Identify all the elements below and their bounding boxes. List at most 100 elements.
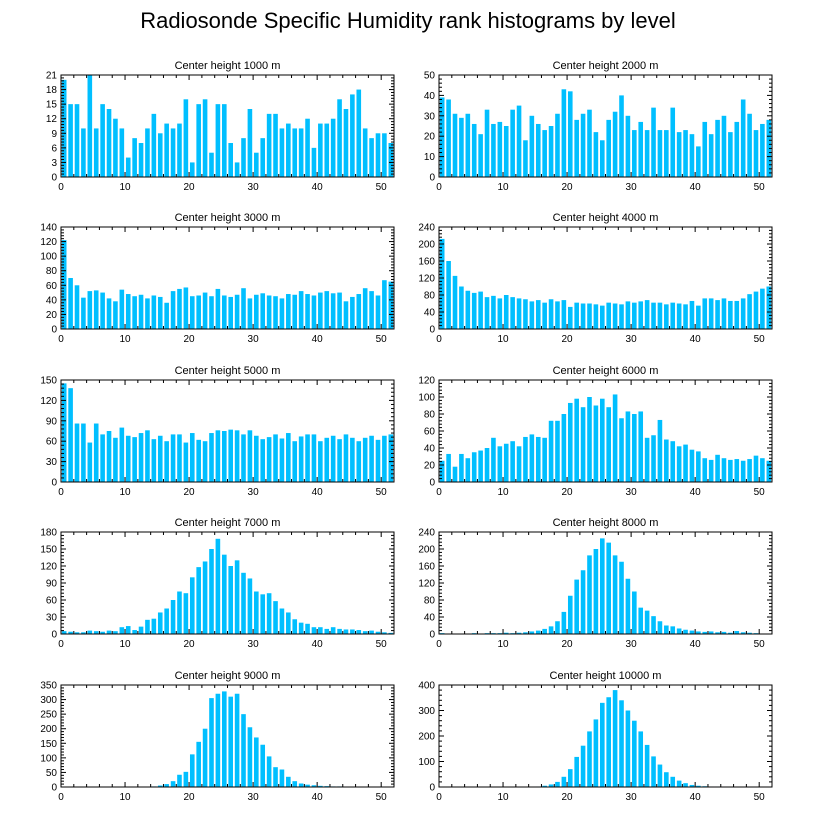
x-tick-label: 50 [754, 487, 766, 498]
y-tick-label: 200 [418, 545, 435, 556]
x-tick-label: 10 [497, 334, 509, 345]
histogram-bar [529, 301, 535, 330]
histogram-bar [523, 436, 528, 482]
histogram-bar [119, 128, 125, 177]
x-tick-label: 0 [58, 792, 64, 803]
histogram-bar [324, 437, 330, 482]
y-tick-label: 160 [418, 562, 435, 573]
histogram-bar [209, 433, 214, 482]
histogram-bar [189, 577, 195, 634]
histogram-bar [753, 130, 759, 177]
histogram-bar [567, 306, 573, 329]
histogram-bar [189, 433, 195, 482]
x-tick-label: 0 [436, 792, 442, 803]
x-tick-label: 50 [754, 334, 766, 345]
histogram-bar [61, 240, 67, 329]
y-tick-label: 100 [40, 753, 57, 764]
histogram-bar [766, 460, 772, 482]
histogram-bar [478, 291, 483, 329]
histogram-bar [273, 601, 278, 634]
histogram-bar [234, 162, 240, 177]
y-tick-label: 0 [429, 325, 435, 336]
histogram-bar [100, 104, 105, 177]
histogram-bar [689, 134, 695, 177]
histogram-bar [119, 627, 125, 634]
histogram-bar [606, 697, 611, 787]
histogram-bar [593, 405, 599, 482]
histogram-bar [273, 113, 278, 177]
histogram-bar [74, 285, 80, 329]
x-tick-label: 20 [562, 182, 574, 193]
histogram-bar [676, 446, 682, 482]
histogram-bar [600, 305, 605, 330]
histogram-bar [164, 784, 169, 787]
histogram-bar [696, 785, 701, 787]
y-tick-label: 200 [418, 240, 435, 251]
histogram-bar [68, 388, 73, 482]
histogram-bar [708, 631, 714, 634]
histogram-bar [715, 454, 720, 482]
histogram-bar [350, 629, 355, 634]
histogram-bar [286, 433, 291, 482]
histogram-bar [535, 436, 541, 482]
histogram-bar [542, 130, 547, 177]
histogram-bar [760, 458, 765, 482]
histogram-bar [516, 632, 522, 634]
histogram-bar [215, 288, 221, 329]
histogram-bar [664, 439, 669, 482]
histogram-bar [574, 119, 579, 177]
histogram-bar [260, 138, 266, 177]
histogram-bar [619, 304, 624, 329]
x-tick-label: 40 [690, 334, 702, 345]
histogram-bar [87, 630, 93, 634]
histogram-bar [279, 608, 285, 634]
plot-frame [60, 684, 395, 788]
histogram-bar [696, 451, 701, 482]
x-tick-label: 40 [690, 639, 702, 650]
y-tick-label: 90 [46, 579, 58, 590]
histogram-bar [388, 143, 394, 177]
histogram-bar [612, 111, 618, 177]
panel-title: Center height 3000 m [175, 212, 281, 224]
histogram-bar [362, 631, 368, 634]
histogram-bar [356, 630, 362, 634]
histogram-bar [369, 630, 374, 634]
histogram-bar [318, 292, 323, 329]
histogram-bar [388, 632, 394, 634]
y-tick-label: 300 [40, 695, 57, 706]
histogram-bar [600, 140, 605, 177]
histogram-bar [164, 302, 169, 329]
histogram-bar [183, 287, 189, 329]
histogram-bar [734, 459, 740, 482]
panel-title: Center height 7000 m [175, 517, 281, 529]
histogram-bar [215, 430, 221, 482]
histogram-bar [561, 414, 567, 482]
histogram-bar [439, 238, 445, 329]
histogram-bar [369, 435, 374, 482]
histogram-bar [292, 128, 298, 177]
histogram-bar [721, 458, 727, 482]
histogram-bar [241, 572, 246, 634]
histogram-bar [574, 398, 579, 482]
histogram-bar [202, 99, 208, 177]
histogram-bar [375, 133, 381, 177]
y-tick-label: 20 [424, 461, 436, 472]
x-tick-label: 20 [562, 639, 574, 650]
y-tick-label: 30 [46, 457, 58, 468]
histogram-bar [132, 138, 137, 177]
y-tick-label: 30 [424, 111, 436, 122]
histogram-bar [670, 441, 676, 482]
y-tick-label: 60 [424, 427, 436, 438]
histogram-bar [567, 769, 573, 787]
histogram-bar [68, 278, 73, 329]
histogram-bar [209, 152, 214, 177]
histogram-bar [125, 435, 131, 482]
histogram-bar [587, 303, 592, 329]
histogram-bar [638, 301, 644, 330]
histogram-bar [478, 450, 483, 482]
x-tick-label: 10 [497, 487, 509, 498]
x-tick-label: 40 [312, 639, 324, 650]
histogram-bar [260, 439, 266, 482]
histogram-bar [189, 296, 195, 329]
histogram-bar [241, 288, 246, 329]
